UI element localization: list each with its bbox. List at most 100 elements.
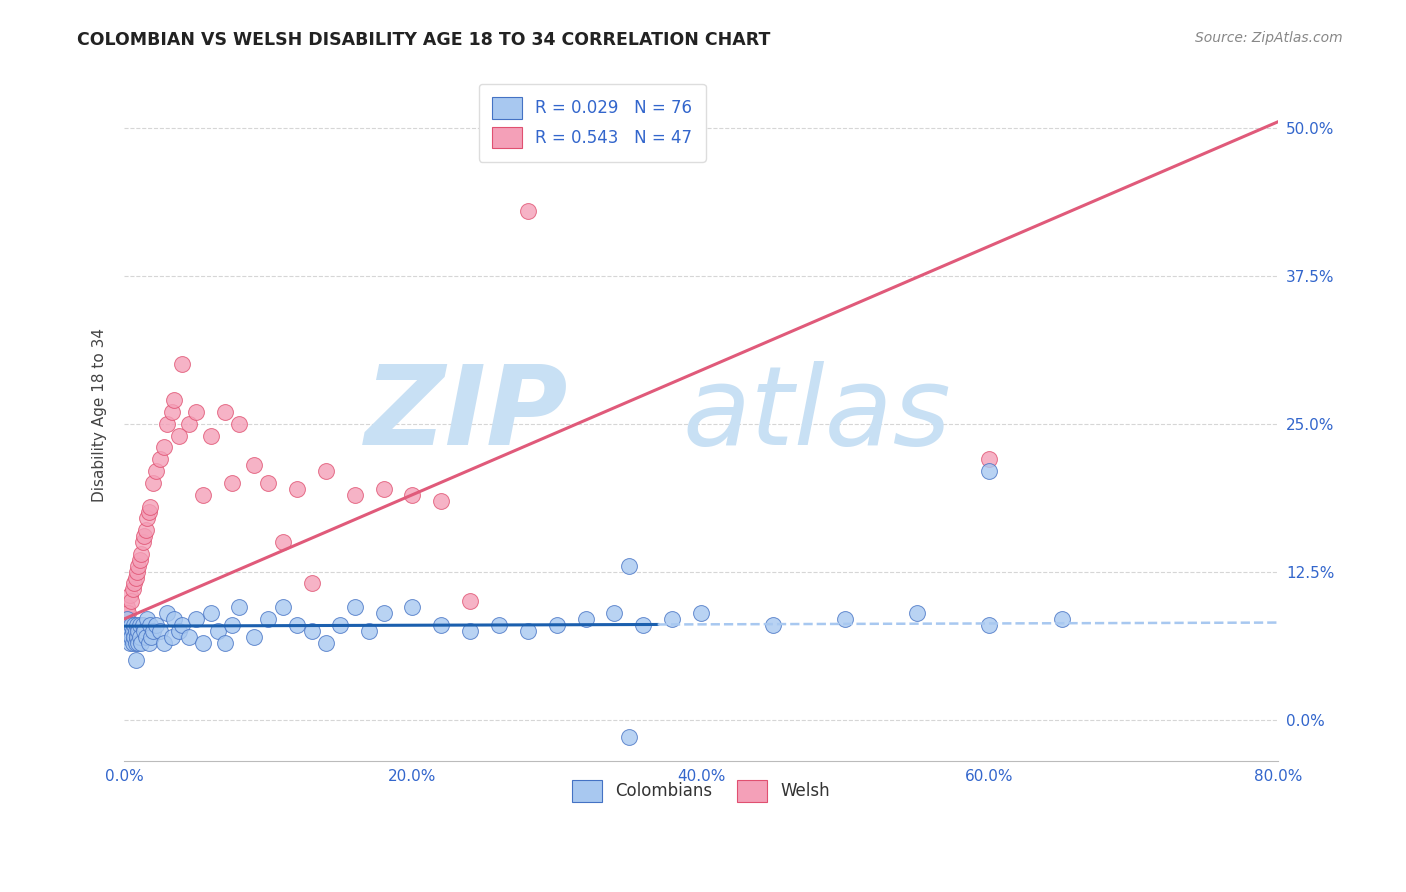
Point (118, 636, 141, 650)
Point (125, 565, 148, 579)
Point (458, 624, 481, 638)
Point (156, 417, 179, 431)
Point (221, 475, 243, 490)
Point (134, 529, 156, 543)
Point (128, 553, 150, 567)
Point (315, 464, 337, 478)
Legend: Colombians, Welsh: Colombians, Welsh (558, 767, 844, 815)
Point (136, 511, 159, 525)
Point (285, 482, 308, 496)
Text: COLOMBIAN VS WELSH DISABILITY AGE 18 TO 34 CORRELATION CHART: COLOMBIAN VS WELSH DISABILITY AGE 18 TO … (77, 31, 770, 49)
Point (121, 624, 143, 638)
Point (118, 624, 141, 638)
Point (114, 612, 136, 626)
Point (516, 624, 538, 638)
Point (139, 500, 162, 514)
Point (117, 630, 139, 644)
Point (243, 630, 266, 644)
Point (214, 405, 236, 419)
Point (124, 653, 146, 667)
Point (124, 624, 146, 638)
Point (401, 600, 423, 615)
Point (114, 618, 136, 632)
Point (401, 488, 423, 502)
Point (430, 618, 453, 632)
Point (149, 452, 172, 467)
Point (124, 636, 146, 650)
Point (214, 636, 236, 650)
Point (138, 636, 160, 650)
Point (131, 547, 153, 561)
Point (125, 630, 148, 644)
Point (121, 636, 143, 650)
Point (301, 576, 323, 591)
Text: ZIP: ZIP (364, 361, 568, 468)
Point (905, 606, 928, 620)
Point (132, 535, 155, 549)
Point (257, 612, 280, 626)
Point (118, 588, 141, 602)
Point (574, 612, 596, 626)
Point (167, 428, 190, 442)
Point (834, 612, 856, 626)
Point (163, 612, 186, 626)
Point (156, 606, 179, 620)
Point (149, 624, 172, 638)
Point (122, 618, 145, 632)
Point (145, 464, 167, 478)
Point (516, 203, 538, 218)
Point (315, 636, 337, 650)
Point (115, 612, 138, 626)
Point (145, 618, 167, 632)
Point (979, 618, 1001, 632)
Point (142, 624, 165, 638)
Point (257, 475, 280, 490)
Point (193, 636, 215, 650)
Point (430, 493, 453, 508)
Point (167, 624, 190, 638)
Point (373, 606, 395, 620)
Point (128, 618, 150, 632)
Point (221, 618, 243, 632)
Point (458, 594, 481, 608)
Point (1050, 612, 1073, 626)
Point (184, 405, 207, 419)
Y-axis label: Disability Age 18 to 34: Disability Age 18 to 34 (93, 327, 107, 502)
Point (122, 576, 145, 591)
Point (343, 600, 366, 615)
Point (117, 618, 139, 632)
Point (228, 600, 250, 615)
Point (170, 618, 193, 632)
Point (359, 624, 381, 638)
Point (127, 624, 149, 638)
Point (132, 618, 155, 632)
Point (117, 606, 139, 620)
Point (135, 630, 157, 644)
Point (762, 618, 785, 632)
Point (163, 392, 186, 407)
Point (228, 417, 250, 431)
Point (661, 612, 683, 626)
Point (633, 618, 655, 632)
Point (139, 618, 162, 632)
Point (617, 558, 640, 573)
Point (200, 428, 222, 442)
Point (160, 405, 183, 419)
Point (136, 612, 159, 626)
Point (120, 594, 142, 608)
Point (690, 606, 713, 620)
Point (124, 571, 146, 585)
Point (153, 636, 176, 650)
Point (200, 606, 222, 620)
Point (177, 417, 200, 431)
Point (135, 523, 157, 537)
Point (617, 731, 640, 745)
Point (128, 630, 150, 644)
Point (120, 630, 142, 644)
Text: atlas: atlas (682, 361, 950, 468)
Point (127, 558, 149, 573)
Point (979, 452, 1001, 467)
Point (127, 636, 149, 650)
Text: Source: ZipAtlas.com: Source: ZipAtlas.com (1195, 31, 1343, 45)
Point (546, 618, 568, 632)
